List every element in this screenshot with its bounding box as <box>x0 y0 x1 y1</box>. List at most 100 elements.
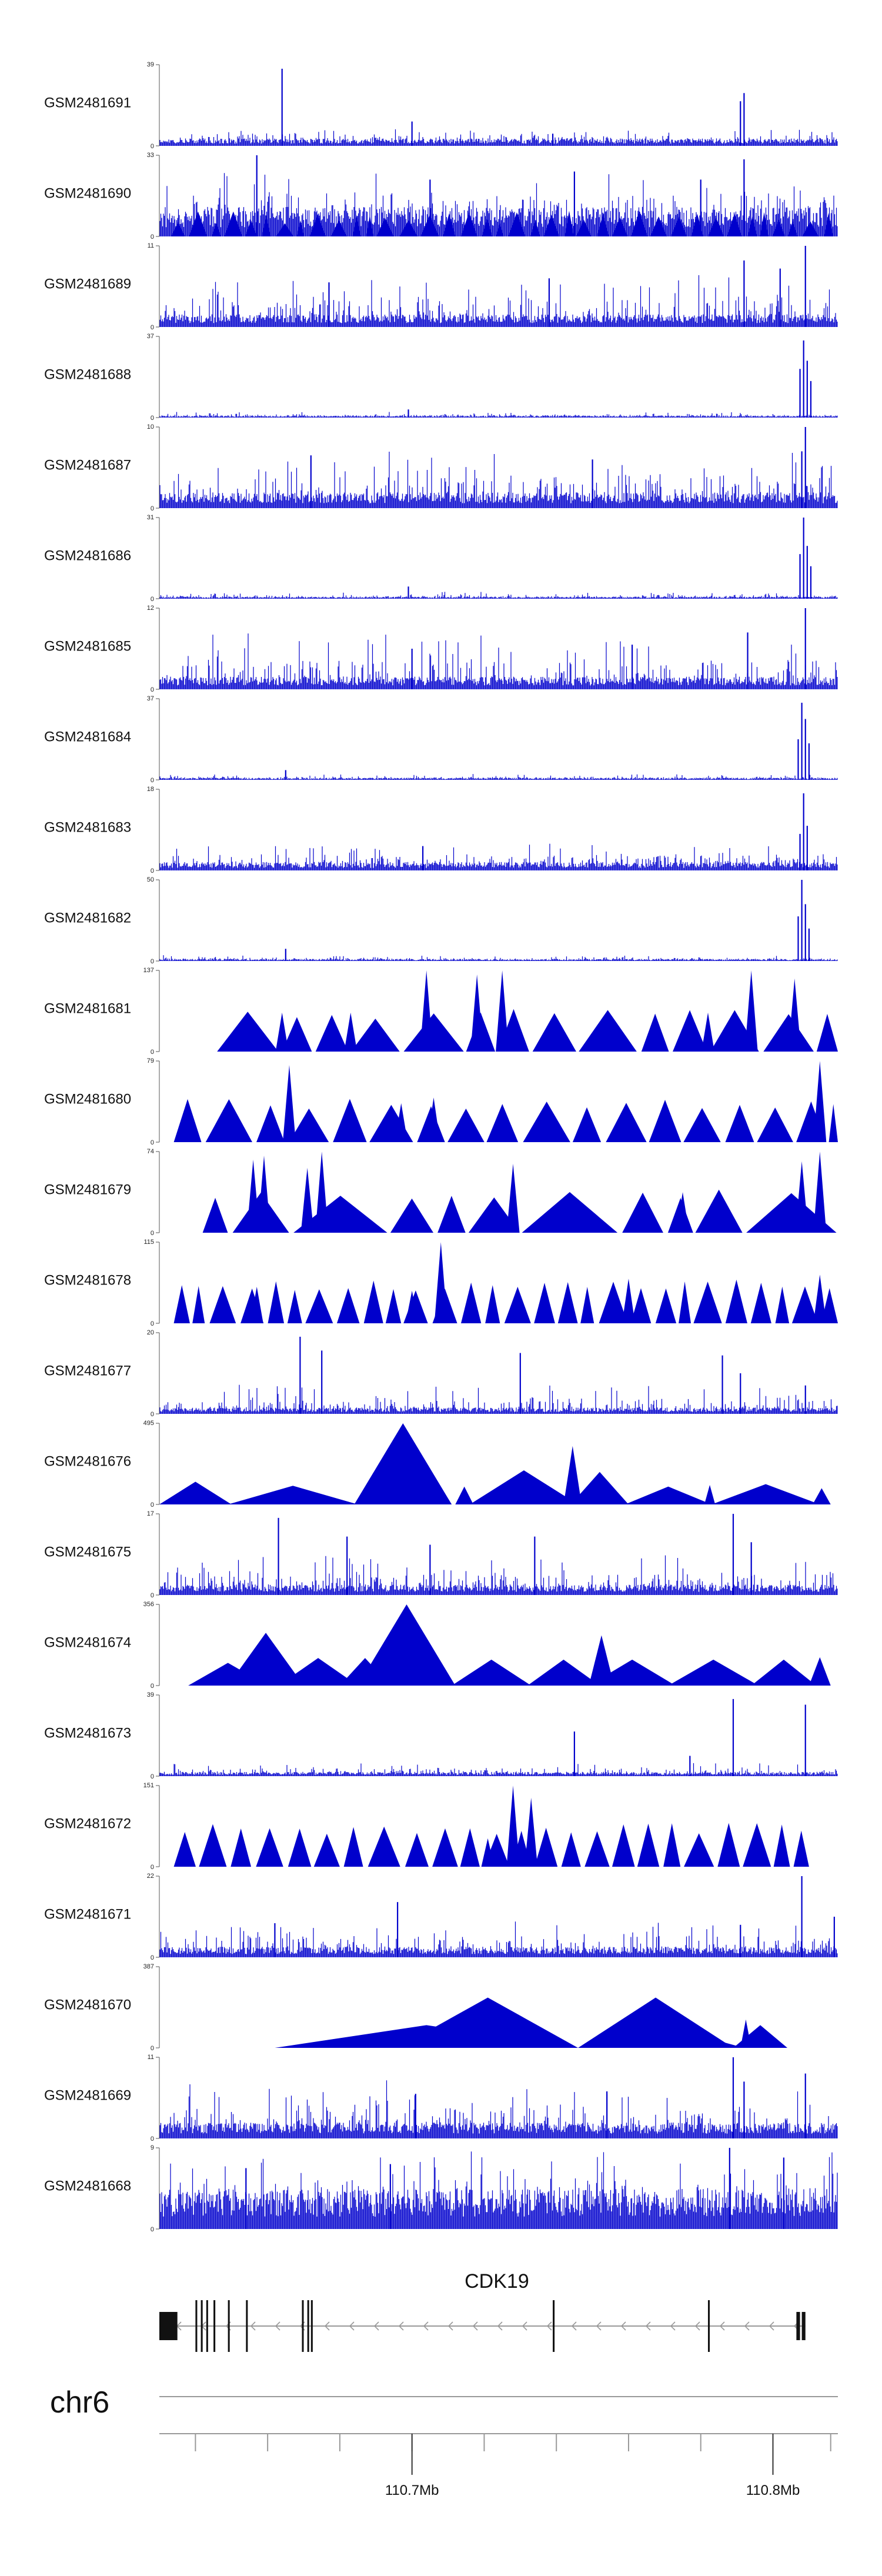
track-GSM2481673: GSM2481673 39 0 <box>44 1691 838 1780</box>
coverage-triangle <box>773 1824 790 1867</box>
coverage-triangle <box>296 220 305 236</box>
axis-lines: 110.7Mb 110.8Mb <box>159 2396 838 2498</box>
coverage-triangle <box>202 1197 228 1233</box>
y-min-label: 0 <box>151 1592 154 1599</box>
coverage-triangle <box>171 222 185 236</box>
coverage-triangle <box>405 1833 429 1867</box>
coverage-triangle <box>228 1633 304 1686</box>
y-max-label: 12 <box>147 605 154 612</box>
coverage-triangle <box>482 218 493 236</box>
coverage-peak <box>701 1283 715 1323</box>
coverage-triangle <box>743 1823 771 1867</box>
track-GSM2481687: GSM2481687 10 0 <box>44 423 838 512</box>
track-GSM2481670: GSM2481670 387 0 <box>44 1963 788 2052</box>
coverage-triangle <box>278 1658 358 1686</box>
y-max-label: 37 <box>147 695 154 702</box>
coverage-triangle <box>532 1013 576 1052</box>
coverage-triangle <box>522 1192 618 1233</box>
track-label: GSM2481680 <box>44 1091 131 1107</box>
coverage-peak <box>300 1167 314 1233</box>
coverage-triangle <box>673 1010 707 1052</box>
track-label: GSM2481673 <box>44 1725 131 1741</box>
track-label: GSM2481689 <box>44 276 131 292</box>
coverage-triangle <box>649 1100 681 1142</box>
coverage-triangle <box>727 213 742 236</box>
coverage-triangle <box>460 212 477 236</box>
axis-tick-label: 110.7Mb <box>385 2482 439 2498</box>
coverage-peak <box>506 1786 520 1867</box>
y-max-label: 495 <box>143 1420 154 1427</box>
coverage-triangle <box>173 1285 190 1323</box>
genome-axis: chr6 110.7Mb 110.8Mb <box>50 2385 838 2498</box>
coverage-triangle <box>772 219 786 236</box>
coverage-peak <box>395 1103 408 1142</box>
track-GSM2481676: GSM2481676 495 0 <box>44 1420 831 1509</box>
chromosome-label: chr6 <box>50 2385 109 2420</box>
y-min-label: 0 <box>151 1773 154 1780</box>
coverage-triangle <box>262 215 271 236</box>
coverage-triangle <box>630 1288 652 1323</box>
gene-exon <box>708 2300 710 2352</box>
gene-exon <box>159 2312 178 2340</box>
y-min-label: 0 <box>151 324 154 331</box>
gene-exon <box>201 2300 203 2352</box>
gene-exon <box>195 2300 198 2352</box>
coverage-peak <box>795 1161 808 1233</box>
y-min-label: 0 <box>151 596 154 603</box>
coverage-triangle <box>704 1484 716 1504</box>
track-label: GSM2481679 <box>44 1182 131 1197</box>
track-GSM2481688: GSM2481688 37 0 <box>44 333 838 422</box>
gene-exon <box>310 2300 313 2352</box>
coverage-triangle <box>460 1828 480 1867</box>
coverage-triangle <box>366 215 373 236</box>
coverage-triangle <box>671 216 687 236</box>
coverage-triangle <box>561 1832 581 1867</box>
coverage-triangle <box>432 1828 458 1867</box>
track-label: GSM2481678 <box>44 1272 131 1288</box>
coverage-triangle <box>209 1286 236 1323</box>
coverage-triangle <box>469 1470 579 1504</box>
track-GSM2481668: GSM2481668 9 0 <box>44 2144 838 2233</box>
coverage-triangle <box>816 1013 838 1052</box>
track-GSM2481671: GSM2481671 22 0 <box>44 1873 838 1961</box>
y-max-label: 137 <box>143 967 154 974</box>
coverage-triangle <box>711 1484 820 1504</box>
coverage-peak <box>344 1012 358 1052</box>
coverage-triangle <box>763 1014 814 1052</box>
track-label: GSM2481672 <box>44 1816 131 1831</box>
gene-exon <box>553 2300 555 2352</box>
strand-arrow <box>398 2321 404 2331</box>
track-label: GSM2481691 <box>44 95 131 111</box>
coverage-triangle <box>368 1826 400 1867</box>
y-max-label: 115 <box>143 1239 154 1246</box>
track-GSM2481689: GSM2481689 11 0 <box>44 242 838 331</box>
strand-arrow <box>670 2321 676 2331</box>
y-max-label: 31 <box>147 514 154 521</box>
y-max-label: 33 <box>147 152 154 159</box>
coverage-triangle <box>354 1423 452 1504</box>
coverage-triangle <box>313 1833 340 1867</box>
track-label: GSM2481687 <box>44 457 131 473</box>
y-min-label: 0 <box>151 1683 154 1690</box>
signal-bars <box>159 2151 838 2229</box>
coverage-peak <box>813 1274 827 1323</box>
coverage-triangle <box>468 1197 520 1233</box>
coverage-triangle <box>447 1108 485 1142</box>
coverage-triangle <box>461 1282 482 1323</box>
coverage-peak <box>813 1061 827 1142</box>
coverage-triangle <box>775 1286 790 1323</box>
coverage-triangle <box>663 1823 681 1867</box>
y-max-label: 151 <box>143 1782 154 1789</box>
y-min-label: 0 <box>151 867 154 875</box>
gene-model <box>159 2300 806 2352</box>
signal-bars <box>159 1763 838 1776</box>
y-max-label: 20 <box>147 1329 154 1336</box>
coverage-peak <box>246 1159 260 1233</box>
y-max-label: 11 <box>148 2054 154 2061</box>
y-max-label: 11 <box>148 242 154 249</box>
track-GSM2481678: GSM2481678 115 0 <box>44 1239 838 1327</box>
strand-arrow <box>250 2321 256 2331</box>
strand-arrow <box>275 2321 280 2331</box>
coverage-triangle <box>579 1010 637 1052</box>
track-GSM2481677: GSM2481677 20 0 <box>44 1329 838 1418</box>
